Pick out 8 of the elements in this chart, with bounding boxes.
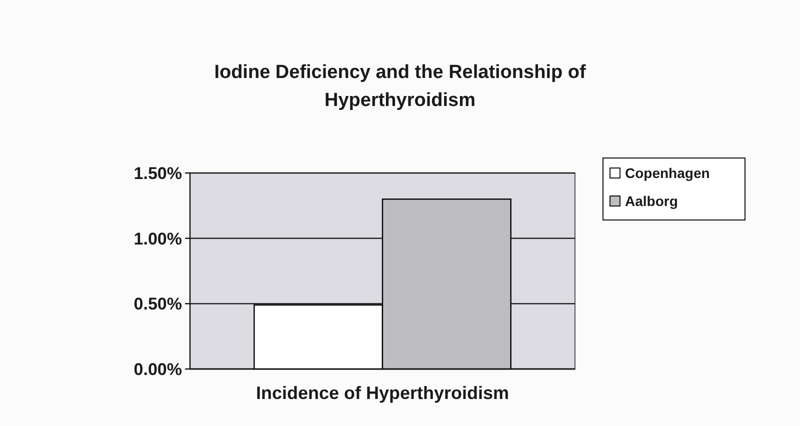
chart-title: Iodine Deficiency and the Relationship of Hyperthyroidism bbox=[214, 62, 586, 111]
legend-label: Aalborg bbox=[625, 192, 678, 209]
legend-label: Copenhagen bbox=[625, 164, 710, 181]
y-tick-label: 1.00% bbox=[134, 229, 182, 248]
y-tick-label: 1.50% bbox=[134, 164, 182, 183]
y-tick-label: 0.00% bbox=[134, 360, 182, 379]
x-tick-label: Incidence of Hyperthyroidism bbox=[256, 383, 510, 403]
y-tick-label: 0.50% bbox=[134, 294, 182, 314]
